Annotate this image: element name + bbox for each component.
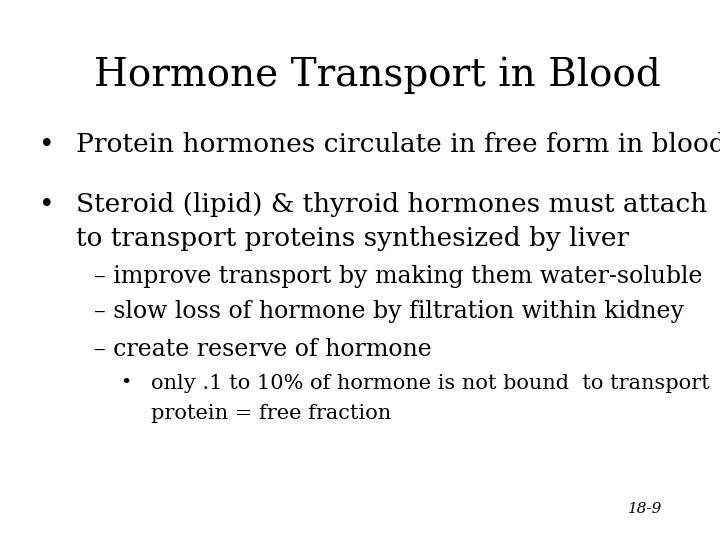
Text: •: • [39, 132, 55, 157]
Text: Protein hormones circulate in free form in blood: Protein hormones circulate in free form … [76, 132, 720, 157]
Text: protein = free fraction: protein = free fraction [151, 404, 392, 423]
Text: to transport proteins synthesized by liver: to transport proteins synthesized by liv… [76, 226, 629, 251]
Text: 18-9: 18-9 [628, 502, 662, 516]
Text: Hormone Transport in Blood: Hormone Transport in Blood [94, 57, 660, 94]
Text: •: • [39, 192, 55, 217]
Text: Steroid (lipid) & thyroid hormones must attach: Steroid (lipid) & thyroid hormones must … [76, 192, 707, 217]
Text: – slow loss of hormone by filtration within kidney: – slow loss of hormone by filtration wit… [94, 300, 683, 323]
Text: – improve transport by making them water-soluble: – improve transport by making them water… [94, 265, 702, 288]
Text: •: • [120, 374, 132, 391]
Text: only .1 to 10% of hormone is not bound  to transport: only .1 to 10% of hormone is not bound t… [151, 374, 710, 393]
Text: – create reserve of hormone: – create reserve of hormone [94, 338, 431, 361]
